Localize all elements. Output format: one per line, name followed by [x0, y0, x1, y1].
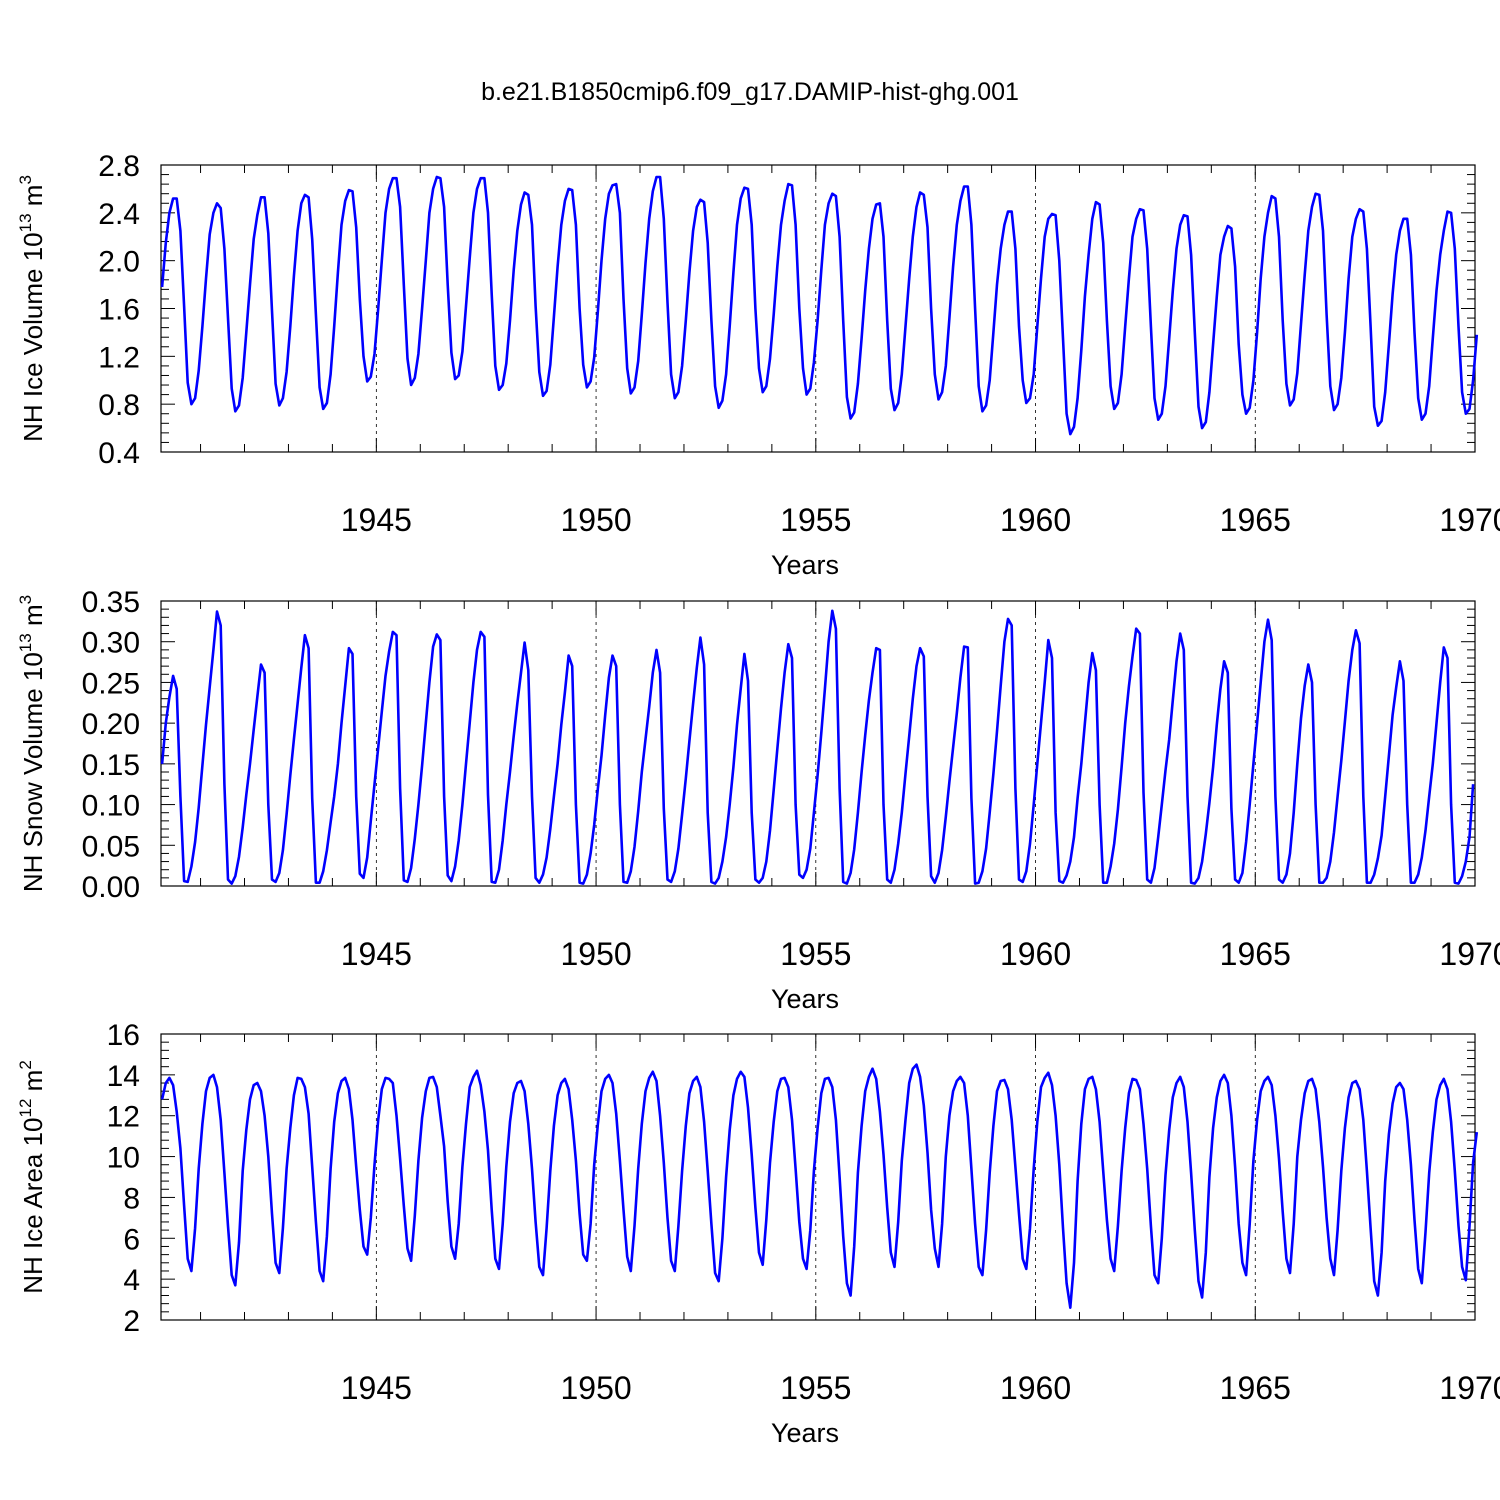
panel-3-y-tick-label: 8 — [123, 1182, 140, 1215]
panel-1-x-axis-label: Years — [771, 550, 839, 580]
panel-3-x-tick-label: 1955 — [780, 1370, 851, 1406]
panel-3-y-tick-label: 2 — [123, 1305, 140, 1338]
panel-2-y-tick-label: 0.20 — [82, 708, 140, 741]
panel-2-y-axis-label: NH Snow Volume 1013 m3 — [16, 595, 48, 892]
panel-1-y-tick-label: 0.4 — [98, 437, 140, 470]
panel-2-y-tick-label: 0.35 — [82, 586, 140, 619]
panel-3-x-tick-label: 1945 — [341, 1370, 412, 1406]
panel-1-x-tick-label: 1945 — [341, 502, 412, 538]
panel-2-x-tick-label: 1965 — [1220, 936, 1291, 972]
panel-1-y-tick-label: 1.6 — [98, 294, 140, 327]
panel-2-series-line — [160, 609, 1475, 885]
panel-1-x-tick-label: 1950 — [560, 502, 631, 538]
panel-1-plot-frame — [160, 164, 1476, 453]
panel-3-x-tick-label: 1970 — [1439, 1370, 1500, 1406]
panel-1-x-tick-label: 1965 — [1220, 502, 1291, 538]
panel-1-y-tick-label: 1.2 — [98, 341, 140, 374]
panel-1-y-tick-label: 2.4 — [98, 198, 140, 231]
panel-2-y-tick-label: 0.00 — [82, 871, 140, 904]
panel-3-y-tick-label: 4 — [123, 1264, 140, 1297]
panel-2-y-tick-label: 0.15 — [82, 749, 140, 782]
panel-2-x-tick-label: 1945 — [341, 936, 412, 972]
panel-1-y-tick-label: 2.8 — [98, 150, 140, 183]
panel-2-x-tick-label: 1970 — [1439, 936, 1500, 972]
panel-1-series-line — [160, 175, 1479, 436]
panel-3-y-tick-label: 6 — [123, 1223, 140, 1256]
panel-1-x-tick-label: 1970 — [1439, 502, 1500, 538]
panel-1-y-tick-label: 0.8 — [98, 389, 140, 422]
panel-3-y-tick-label: 12 — [107, 1101, 140, 1134]
figure-title: b.e21.B1850cmip6.f09_g17.DAMIP-hist-ghg.… — [481, 78, 1019, 106]
panel-3-y-axis-label: NH Ice Area 1012 m2 — [16, 1060, 48, 1294]
panel-1-y-tick-label: 2.0 — [98, 246, 140, 279]
panel-2-y-tick-label: 0.05 — [82, 830, 140, 863]
panel-3-x-axis-label: Years — [771, 1418, 839, 1448]
panel-3-plot-frame — [160, 1033, 1476, 1321]
panel-3-x-tick-label: 1960 — [1000, 1370, 1071, 1406]
panel-3-y-tick-label: 14 — [107, 1060, 140, 1093]
panel-2-x-tick-label: 1955 — [780, 936, 851, 972]
panel-3-x-tick-label: 1950 — [560, 1370, 631, 1406]
panel-1-y-axis-label: NH Ice Volume 1013 m3 — [16, 175, 48, 442]
panel-3-y-tick-label: 10 — [107, 1142, 140, 1175]
panel-3-y-tick-label: 16 — [107, 1019, 140, 1052]
panel-2-plot-frame — [160, 600, 1476, 887]
panel-2-x-axis-label: Years — [771, 984, 839, 1014]
panel-2-x-tick-label: 1950 — [560, 936, 631, 972]
panel-2-y-tick-label: 0.10 — [82, 790, 140, 823]
panel-3-x-tick-label: 1965 — [1220, 1370, 1291, 1406]
panel-2-y-tick-label: 0.25 — [82, 667, 140, 700]
panel-1-x-tick-label: 1960 — [1000, 502, 1071, 538]
panel-3-series-line — [160, 1063, 1479, 1309]
panel-2-y-tick-label: 0.30 — [82, 627, 140, 660]
panel-2-x-tick-label: 1960 — [1000, 936, 1071, 972]
panel-1-x-tick-label: 1955 — [780, 502, 851, 538]
